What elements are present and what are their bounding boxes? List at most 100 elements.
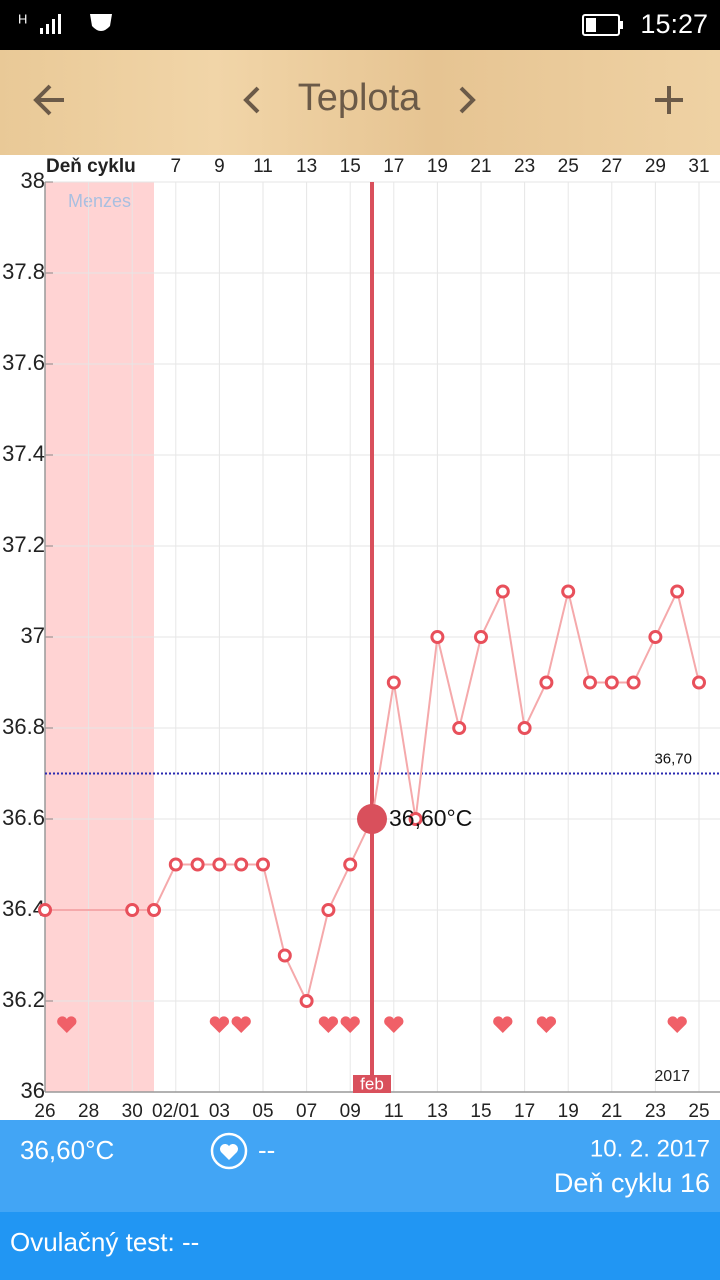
temperature-point[interactable]: [386, 675, 401, 690]
intercourse-heart: [231, 1016, 251, 1033]
temperature-chart: Menzes 36 36.2 36.4 36.6 36.8 37 37.2 37.4 37.6 37…: [2, 156, 720, 1122]
prev-button[interactable]: [243, 86, 260, 114]
temperature-point[interactable]: [125, 903, 140, 917]
x-tick-label: 29: [645, 156, 666, 177]
ovulation-bar: [0, 1212, 720, 1280]
back-button[interactable]: [33, 84, 64, 116]
x-tick-label: 7: [171, 156, 182, 177]
temperature-point[interactable]: [277, 948, 292, 963]
temperature-point[interactable]: [408, 812, 423, 826]
ovulation-test[interactable]: Ovulačný test: --: [10, 1227, 199, 1257]
intercourse-icon[interactable]: [210, 1132, 248, 1170]
temperature-point[interactable]: [430, 630, 445, 644]
y-tick-label: 37: [21, 623, 45, 648]
temperature-point[interactable]: [517, 721, 532, 735]
date-tick-label: 13: [427, 1101, 448, 1122]
date-tick-label: 15: [470, 1101, 491, 1122]
temperature-point[interactable]: [561, 584, 576, 599]
year-label: 2017: [654, 1068, 690, 1085]
date-tick-label: 07: [296, 1101, 317, 1122]
selected-temperature: 36,60°C: [20, 1135, 114, 1165]
y-tick-label: 38: [21, 168, 45, 193]
cycle-day: Deň cyklu 16: [554, 1168, 710, 1198]
menses-label: Menzes: [68, 191, 131, 211]
toolbar: [0, 50, 720, 155]
temperature-point[interactable]: [190, 857, 205, 872]
intercourse-heart: [209, 1016, 230, 1033]
x-tick-label: 27: [601, 156, 622, 177]
intercourse-heart: [318, 1016, 339, 1033]
intercourse-value: --: [258, 1135, 275, 1165]
info-panel: [0, 1120, 720, 1212]
x-tick-label: 21: [470, 156, 491, 177]
intercourse-heart: [667, 1016, 687, 1033]
date-tick-label: 11: [384, 1101, 404, 1122]
selected-point: [357, 804, 387, 834]
intercourse-heart: [536, 1016, 557, 1033]
temperature-point[interactable]: [168, 857, 183, 872]
temperature-point[interactable]: [38, 903, 52, 917]
temperature-point[interactable]: [343, 857, 358, 872]
temperature-point[interactable]: [234, 857, 249, 872]
x-tick-label: 15: [340, 156, 361, 177]
temperature-point[interactable]: [474, 630, 488, 644]
date-tick-label: 28: [78, 1101, 99, 1122]
intercourse-heart: [493, 1016, 513, 1033]
signal-icon: [40, 14, 61, 34]
temperature-point[interactable]: [147, 903, 161, 917]
x-axis-label: Deň cyklu: [46, 156, 136, 177]
battery-level: [586, 18, 596, 32]
shield-icon: [90, 14, 112, 31]
clock: 15:27: [640, 9, 708, 39]
intercourse-heart: [57, 1016, 77, 1033]
temperature-point[interactable]: [692, 675, 706, 690]
date-tick-label: 09: [340, 1101, 361, 1122]
x-tick-label: 17: [383, 156, 404, 177]
x-tick-label: 13: [296, 156, 317, 177]
date-tick-label: 19: [558, 1101, 579, 1122]
intercourse-heart: [384, 1016, 404, 1033]
temperature-point[interactable]: [670, 584, 685, 599]
x-tick-label: 25: [558, 156, 579, 177]
intercourse-heart: [340, 1016, 360, 1033]
date-tick-label: 02/01: [152, 1101, 200, 1122]
date-tick-label: 03: [209, 1101, 230, 1122]
selected-label: 36,60°C: [389, 805, 472, 831]
temperature-point[interactable]: [495, 584, 510, 599]
network-type: H: [18, 11, 27, 26]
add-button[interactable]: [655, 86, 683, 114]
reference-label: 36,70: [654, 750, 692, 767]
x-tick-label: 23: [514, 156, 535, 177]
y-tick-label: 37.6: [2, 350, 45, 375]
date-tick-label: 17: [514, 1101, 535, 1122]
date-tick-label: 21: [601, 1101, 622, 1122]
date-tick-label: 30: [122, 1101, 143, 1122]
temperature-point[interactable]: [648, 630, 663, 644]
temperature-point[interactable]: [626, 675, 641, 690]
temperature-point[interactable]: [452, 721, 467, 735]
y-tick-label: 37.4: [2, 441, 45, 466]
x-tick-label: 9: [214, 156, 225, 177]
temperature-point[interactable]: [583, 675, 597, 690]
battery-tip: [620, 21, 623, 29]
temperature-point[interactable]: [212, 857, 227, 872]
temperature-point[interactable]: [321, 903, 336, 917]
y-tick-label: 36: [21, 1078, 45, 1103]
temperature-point[interactable]: [604, 675, 619, 690]
temperature-point[interactable]: [539, 675, 554, 690]
date-tick-label: 25: [688, 1101, 709, 1122]
y-tick-label: 37.2: [2, 532, 45, 557]
x-tick-label: 19: [427, 156, 448, 177]
next-button[interactable]: [459, 86, 476, 114]
temperature-point[interactable]: [299, 994, 314, 1008]
x-tick-label: 31: [688, 156, 709, 177]
y-tick-label: 36.2: [2, 987, 45, 1012]
x-tick-label: 11: [253, 156, 273, 177]
intercourse-heart: [220, 1144, 239, 1160]
month-label: feb: [360, 1074, 384, 1093]
y-tick-label: 37.8: [2, 259, 45, 284]
status-bar: [0, 0, 720, 50]
temperature-point[interactable]: [256, 857, 270, 872]
date-tick-label: 26: [34, 1101, 55, 1122]
